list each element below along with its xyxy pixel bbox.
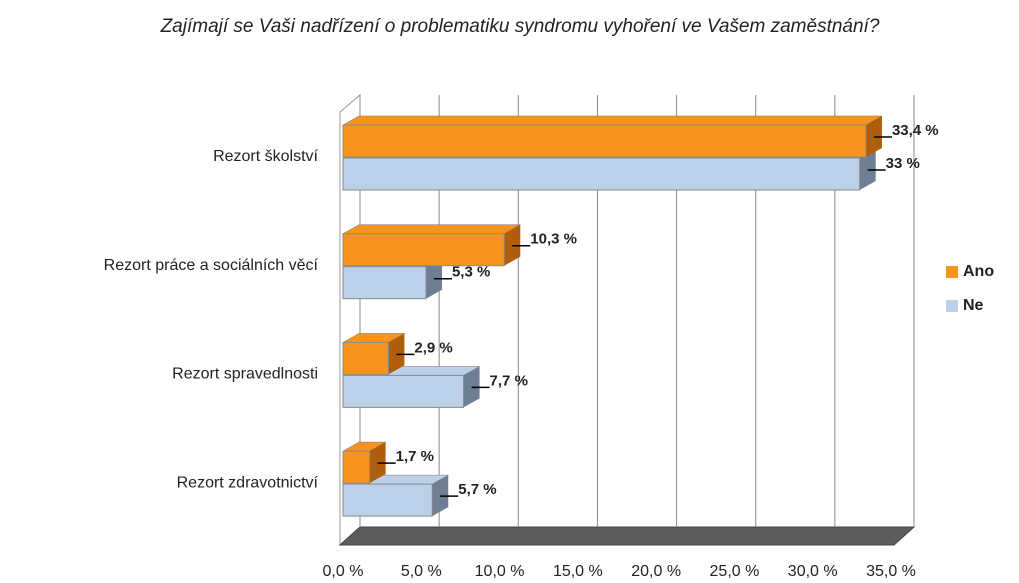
- y-tick-label: Rezort práce a sociálních věcí: [104, 257, 319, 274]
- bar: [342, 157, 861, 191]
- x-tick-label: 30,0 %: [788, 563, 838, 580]
- x-tick-label: 10,0 %: [475, 563, 525, 580]
- bar: [342, 483, 433, 517]
- value-label: 2,9 %: [414, 339, 452, 356]
- legend-label: Ano: [963, 263, 994, 280]
- chart-title: Zajímají se Vaši nadřízení o problematik…: [160, 16, 880, 37]
- bar: [342, 374, 465, 408]
- value-label: 1,7 %: [396, 448, 434, 465]
- y-tick-label: Rezort spravedlnosti: [172, 366, 318, 383]
- y-tick-label: Rezort školství: [213, 148, 318, 165]
- value-label: 5,3 %: [452, 264, 490, 281]
- bar: [342, 124, 867, 158]
- legend-label: Ne: [963, 297, 984, 314]
- legend-swatch: [946, 266, 958, 278]
- floor: [338, 526, 916, 546]
- bar: [342, 233, 505, 267]
- x-tick-label: 20,0 %: [631, 563, 681, 580]
- bar-top: [342, 224, 522, 234]
- y-tick-label: Rezort zdravotnictví: [177, 474, 319, 491]
- x-tick-label: 5,0 %: [401, 563, 442, 580]
- x-tick-label: 35,0 %: [866, 563, 916, 580]
- value-label: 5,7 %: [458, 481, 496, 498]
- value-label: 33,4 %: [892, 122, 939, 139]
- value-label: 7,7 %: [490, 372, 528, 389]
- bar: [342, 341, 389, 375]
- bar-top: [342, 115, 883, 126]
- value-label: 33 %: [886, 155, 920, 172]
- x-tick-label: 0,0 %: [323, 563, 364, 580]
- bar: [342, 450, 371, 484]
- x-tick-label: 25,0 %: [710, 563, 760, 580]
- x-tick-label: 15,0 %: [553, 563, 603, 580]
- bar: [342, 266, 427, 300]
- legend-swatch: [946, 300, 958, 312]
- value-label: 10,3 %: [530, 231, 577, 248]
